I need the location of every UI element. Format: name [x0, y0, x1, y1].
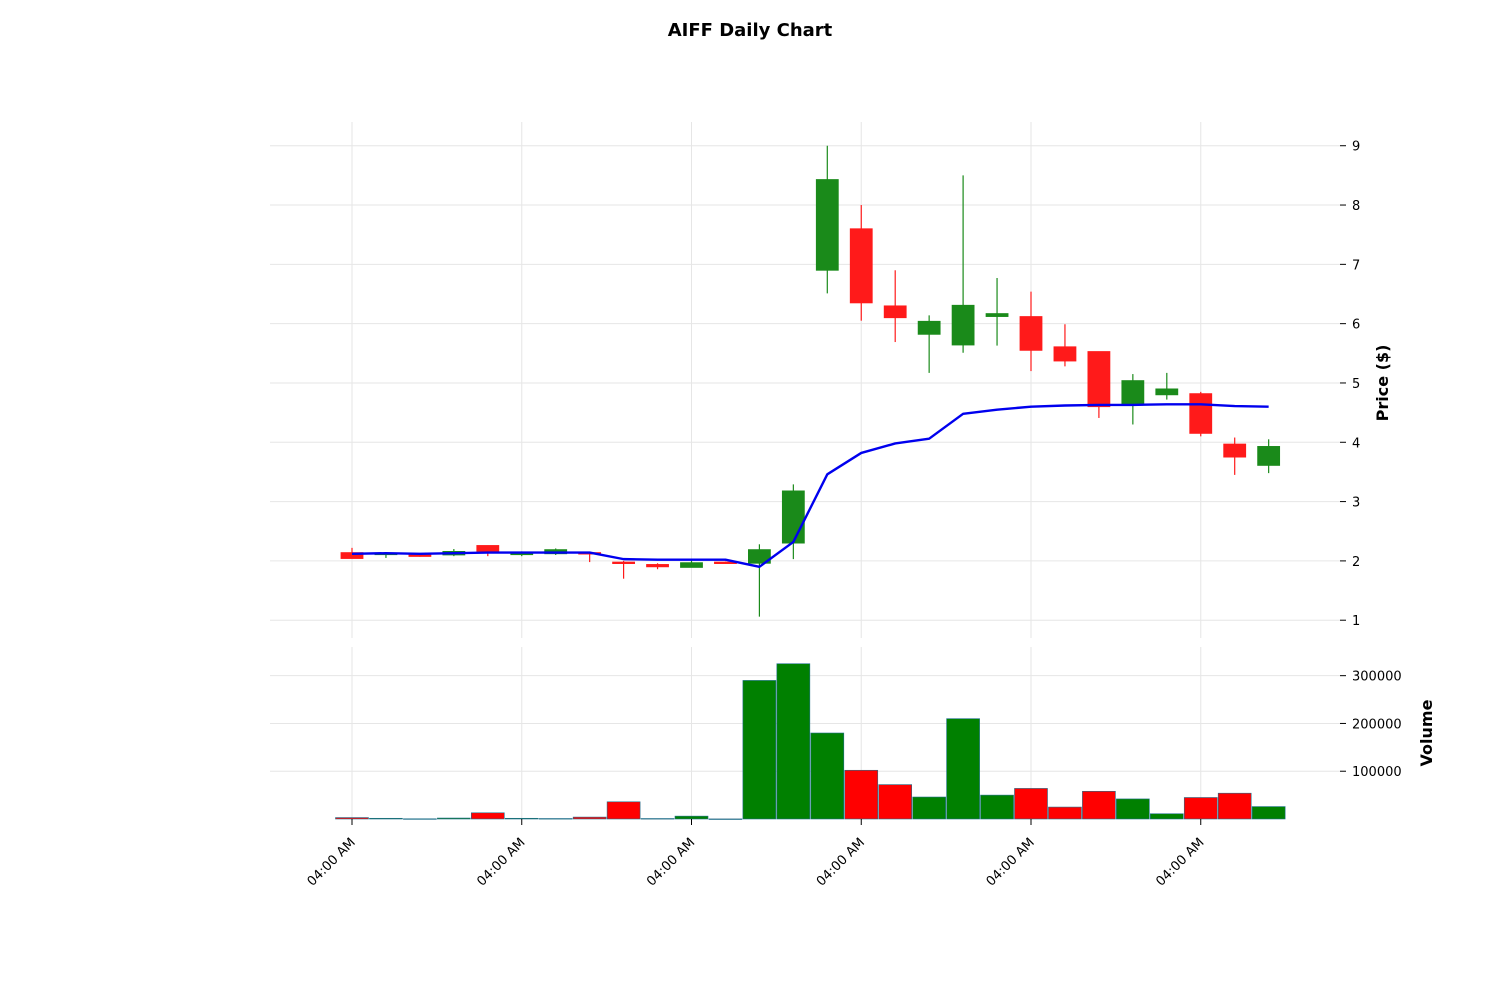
x-tick-label: 04:00 AM: [1153, 835, 1207, 889]
volume-bar: [1217, 792, 1252, 820]
candle-body: [951, 304, 975, 346]
price-axis-label: Price ($): [1373, 345, 1392, 422]
x-axis: 04:00 AM 04:00 AM 04:00 AM 04:00 AM 04:00 AM…: [305, 819, 1208, 889]
x-tick-label: 04:00 AM: [814, 835, 868, 889]
price-tick-label: 6: [1352, 318, 1360, 333]
volume-bar: [606, 801, 641, 820]
x-tick-label: 04:00 AM: [305, 835, 359, 889]
candle-body: [815, 179, 839, 271]
volume-bar: [403, 818, 437, 820]
candle-body: [917, 320, 941, 335]
candle-body: [1257, 446, 1281, 466]
volume-bar: [1251, 806, 1286, 820]
volume-bar: [844, 769, 879, 820]
price-tick-label: 7: [1352, 258, 1360, 273]
volume-tick-label: 300000: [1352, 670, 1402, 685]
candle-body: [1053, 346, 1077, 362]
moving-average-line: [351, 403, 1269, 569]
candle-body: [849, 228, 873, 304]
candlesticks: [340, 145, 1281, 617]
volume-bar: [335, 817, 369, 820]
candle-body: [1019, 316, 1043, 351]
volume-tick-label: 100000: [1352, 765, 1402, 780]
price-tick-label: 4: [1352, 436, 1360, 451]
candle-body: [680, 562, 703, 568]
candle-body: [883, 305, 907, 319]
price-tick-label: 1: [1352, 614, 1360, 629]
candle-body: [1155, 388, 1179, 396]
price-grid: [270, 122, 1340, 638]
volume-bar: [878, 784, 913, 820]
volume-bar: [810, 732, 845, 820]
volume-axis: 100000 200000 300000: [1340, 670, 1402, 780]
volume-bar: [470, 812, 505, 820]
candle-body: [1087, 351, 1111, 408]
volume-bar: [504, 817, 539, 820]
price-tick-label: 9: [1352, 140, 1360, 155]
price-axis: 1 2 3 4 5 6 7 8 9: [1340, 140, 1360, 629]
volume-bar: [572, 816, 607, 820]
volume-bar: [912, 796, 946, 820]
price-tick-label: 3: [1352, 496, 1360, 511]
candle-body: [612, 561, 635, 564]
volume-bar: [1014, 788, 1048, 820]
price-tick-label: 5: [1352, 377, 1360, 392]
candle-body: [1189, 393, 1213, 434]
volume-bar: [674, 815, 709, 820]
x-tick-label: 04:00 AM: [474, 835, 528, 889]
volume-bar: [946, 718, 980, 820]
chart-title: AIFF Daily Chart: [668, 20, 833, 41]
volume-bar: [1116, 798, 1150, 820]
x-tick-label: 04:00 AM: [984, 835, 1038, 889]
candle-body: [1223, 443, 1247, 458]
candle-body: [1121, 380, 1145, 406]
candle-body: [646, 564, 669, 568]
volume-axis-label: Volume: [1417, 699, 1436, 766]
volume-bar: [1048, 806, 1082, 820]
volume-bar: [742, 680, 777, 820]
volume-bar: [640, 818, 675, 820]
volume-bar: [1150, 813, 1184, 820]
moving-average: [351, 403, 1269, 569]
volume-bar: [538, 818, 573, 820]
volume-bar: [369, 817, 403, 820]
candle-body: [748, 549, 771, 564]
volume-bar: [708, 818, 743, 820]
volume-bars: [335, 663, 1286, 820]
candle-body: [408, 554, 432, 557]
price-tick-label: 2: [1352, 555, 1360, 570]
volume-tick-label: 200000: [1352, 717, 1402, 732]
volume-bar: [437, 817, 471, 820]
x-tick-label: 04:00 AM: [644, 835, 698, 889]
volume-bar: [980, 794, 1014, 820]
volume-bar: [1183, 797, 1218, 820]
candle-body: [476, 545, 500, 552]
candle-body: [781, 490, 805, 544]
price-tick-label: 8: [1352, 199, 1360, 214]
volume-bar: [1082, 790, 1116, 820]
candle-body: [985, 313, 1009, 317]
volume-bar: [776, 663, 811, 820]
